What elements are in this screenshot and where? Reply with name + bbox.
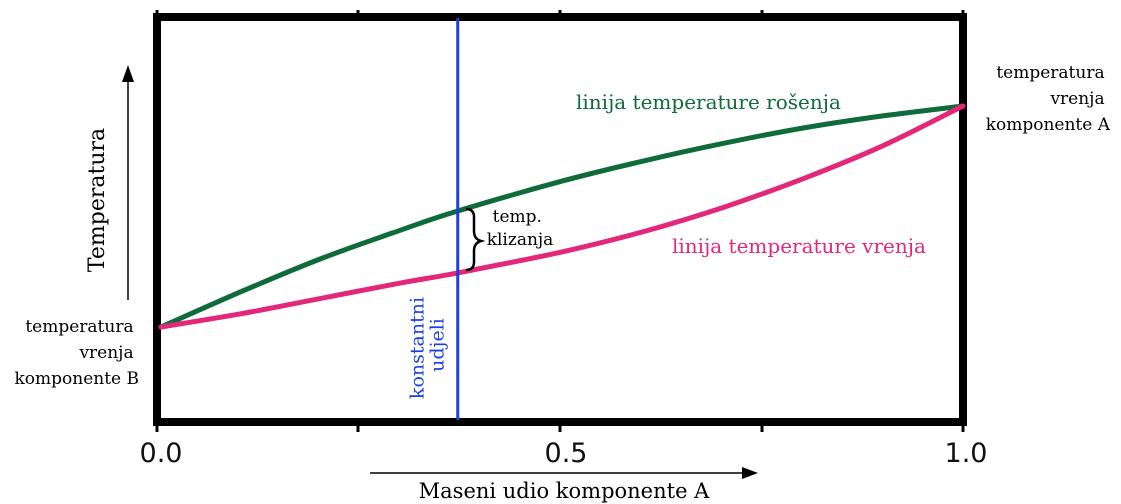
component-b-line-1: temperatura [25, 317, 133, 337]
component-a-line-3: komponente A [986, 115, 1111, 135]
boiling-point-label: linija temperature vrenja [672, 234, 926, 258]
dew-point-curve [158, 103, 966, 330]
dew-point-label: linija temperature rošenja [576, 90, 841, 114]
glide-label: temp. klizanja [487, 207, 554, 250]
constant-composition-label: konstantni udjeli [407, 291, 449, 399]
bottom-ticks [155, 418, 965, 432]
glide-brace [465, 207, 486, 272]
boiling-point-curve [158, 103, 966, 330]
component-b-line-2: vrenja [78, 343, 133, 363]
glide-label-line-2: klizanja [487, 230, 554, 250]
component-a-line-1: temperatura [996, 63, 1104, 83]
constant-composition-label-line-1: konstantni [407, 297, 429, 399]
top-ticks [155, 10, 965, 21]
component-a-boiling-label: temperatura vrenja komponente A [986, 63, 1111, 135]
x-tick-label-0: 0.0 [140, 438, 183, 469]
x-axis-arrowhead [742, 467, 758, 479]
component-a-line-2: vrenja [1049, 89, 1104, 109]
x-tick-label-2: 1.0 [945, 438, 988, 469]
y-axis-label: Temperatura [85, 128, 110, 272]
x-axis-label: Maseni udio komponente A [419, 479, 711, 503]
glide-label-line-1: temp. [493, 207, 542, 227]
x-tick-label-1: 0.5 [545, 438, 588, 469]
plot-frame [153, 13, 967, 426]
component-b-boiling-label: temperatura vrenja komponente B [14, 317, 139, 389]
component-b-line-3: komponente B [14, 369, 139, 389]
y-axis-arrowhead [122, 65, 134, 82]
constant-composition-label-line-2: udjeli [427, 318, 449, 372]
